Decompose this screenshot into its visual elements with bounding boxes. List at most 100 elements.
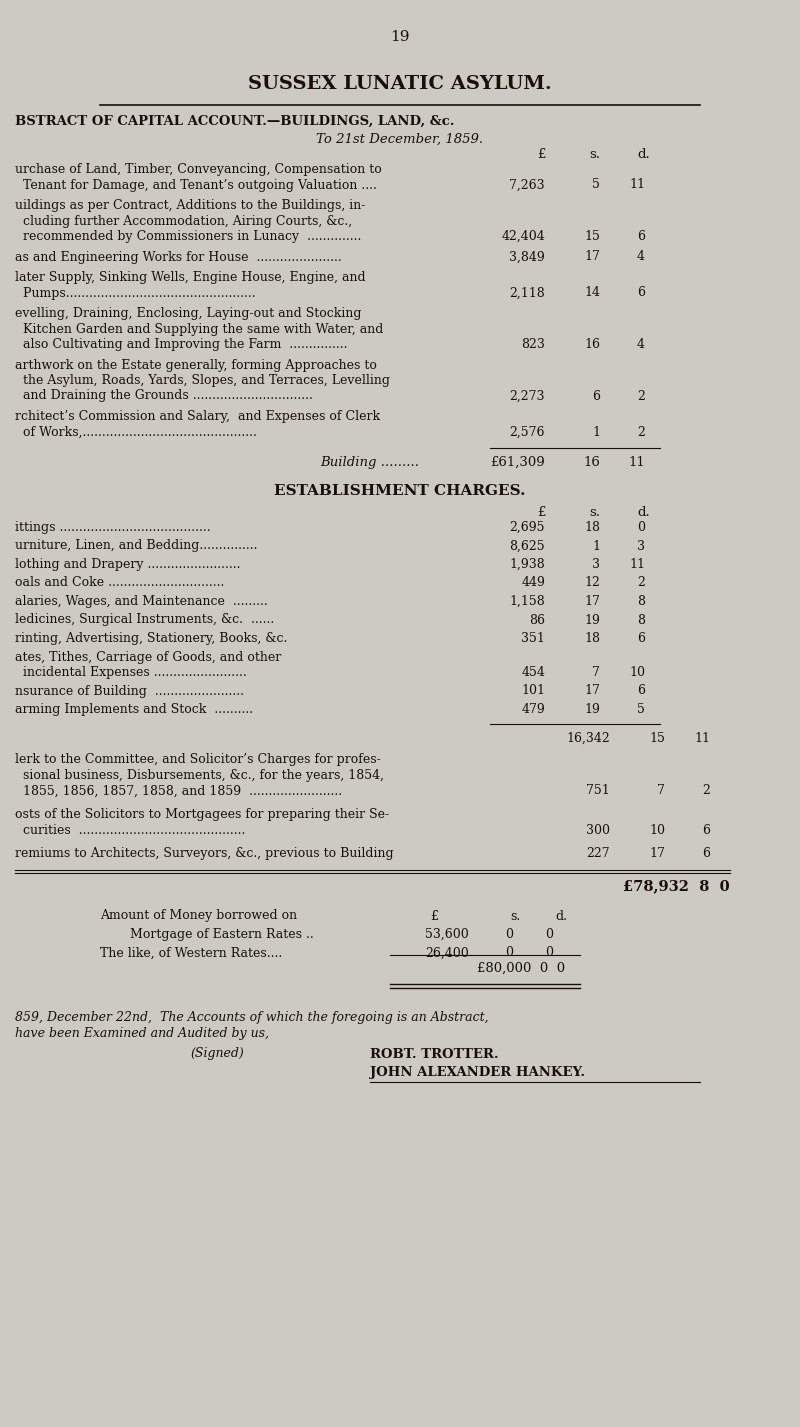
Text: d.: d.	[555, 909, 567, 922]
Text: uildings as per Contract, Additions to the Buildings, in-: uildings as per Contract, Additions to t…	[15, 198, 366, 213]
Text: 16: 16	[583, 457, 600, 469]
Text: 351: 351	[521, 632, 545, 645]
Text: 0: 0	[545, 946, 553, 959]
Text: arthwork on the Estate generally, forming Approaches to: arthwork on the Estate generally, formin…	[15, 358, 377, 371]
Text: 7: 7	[592, 666, 600, 679]
Text: 16,342: 16,342	[566, 732, 610, 745]
Text: lerk to the Committee, and Solicitor’s Charges for profes-: lerk to the Committee, and Solicitor’s C…	[15, 753, 381, 766]
Text: 2: 2	[637, 577, 645, 589]
Text: 227: 227	[586, 848, 610, 860]
Text: 6: 6	[592, 390, 600, 402]
Text: 5: 5	[592, 178, 600, 191]
Text: later Supply, Sinking Wells, Engine House, Engine, and: later Supply, Sinking Wells, Engine Hous…	[15, 271, 366, 284]
Text: 26,400: 26,400	[425, 946, 469, 959]
Text: 2: 2	[637, 390, 645, 402]
Text: 19: 19	[390, 30, 410, 44]
Text: curities  ...........................................: curities ...............................…	[15, 823, 246, 836]
Text: 12: 12	[584, 577, 600, 589]
Text: sional business, Disbursements, &c., for the years, 1854,: sional business, Disbursements, &c., for…	[15, 769, 384, 782]
Text: 6: 6	[637, 230, 645, 243]
Text: 0: 0	[637, 521, 645, 534]
Text: 11: 11	[628, 457, 645, 469]
Text: 11: 11	[694, 732, 710, 745]
Text: 3: 3	[592, 558, 600, 571]
Text: the Asylum, Roads, Yards, Slopes, and Terraces, Levelling: the Asylum, Roads, Yards, Slopes, and Te…	[15, 374, 390, 387]
Text: 8: 8	[637, 595, 645, 608]
Text: s.: s.	[510, 909, 520, 922]
Text: 17: 17	[649, 848, 665, 860]
Text: 7,263: 7,263	[510, 178, 545, 191]
Text: £: £	[537, 507, 545, 519]
Text: incidental Expenses ........................: incidental Expenses ....................…	[15, 666, 246, 679]
Text: rchitect’s Commission and Salary,  and Expenses of Clerk: rchitect’s Commission and Salary, and Ex…	[15, 410, 380, 422]
Text: JOHN ALEXANDER HANKEY.: JOHN ALEXANDER HANKEY.	[370, 1066, 585, 1079]
Text: d.: d.	[638, 507, 650, 519]
Text: 4: 4	[637, 251, 645, 264]
Text: as and Engineering Works for House  ......................: as and Engineering Works for House .....…	[15, 251, 342, 264]
Text: 0: 0	[505, 928, 513, 940]
Text: urniture, Linen, and Bedding...............: urniture, Linen, and Bedding............…	[15, 539, 258, 552]
Text: 6: 6	[637, 287, 645, 300]
Text: £: £	[537, 148, 545, 161]
Text: 17: 17	[584, 595, 600, 608]
Text: SUSSEX LUNATIC ASYLUM.: SUSSEX LUNATIC ASYLUM.	[248, 76, 552, 93]
Text: 5: 5	[637, 704, 645, 716]
Text: ROBT. TROTTER.: ROBT. TROTTER.	[370, 1047, 498, 1060]
Text: 15: 15	[584, 230, 600, 243]
Text: Kitchen Garden and Supplying the same with Water, and: Kitchen Garden and Supplying the same wi…	[15, 323, 383, 335]
Text: ledicines, Surgical Instruments, &c.  ......: ledicines, Surgical Instruments, &c. ...…	[15, 614, 274, 626]
Text: 859, December 22nd,  The Accounts of which the foregoing is an Abstract,: 859, December 22nd, The Accounts of whic…	[15, 1012, 489, 1025]
Text: 6: 6	[702, 848, 710, 860]
Text: 751: 751	[586, 785, 610, 798]
Text: 3,849: 3,849	[510, 251, 545, 264]
Text: oals and Coke ..............................: oals and Coke ..........................…	[15, 577, 224, 589]
Text: 8: 8	[637, 614, 645, 626]
Text: £78,932  8  0: £78,932 8 0	[623, 879, 730, 893]
Text: ates, Tithes, Carriage of Goods, and other: ates, Tithes, Carriage of Goods, and oth…	[15, 651, 282, 664]
Text: cluding further Accommodation, Airing Courts, &c.,: cluding further Accommodation, Airing Co…	[15, 214, 352, 227]
Text: 3: 3	[637, 539, 645, 552]
Text: 0: 0	[505, 946, 513, 959]
Text: 11: 11	[629, 178, 645, 191]
Text: 86: 86	[529, 614, 545, 626]
Text: s.: s.	[589, 507, 600, 519]
Text: (Signed): (Signed)	[190, 1047, 244, 1060]
Text: also Cultivating and Improving the Farm  ...............: also Cultivating and Improving the Farm …	[15, 338, 347, 351]
Text: 2,576: 2,576	[510, 425, 545, 438]
Text: osts of the Solicitors to Mortgagees for preparing their Se-: osts of the Solicitors to Mortgagees for…	[15, 808, 389, 821]
Text: £80,000  0  0: £80,000 0 0	[477, 962, 565, 975]
Text: Building .........: Building .........	[320, 457, 419, 469]
Text: 300: 300	[586, 823, 610, 836]
Text: 2,273: 2,273	[510, 390, 545, 402]
Text: 454: 454	[521, 666, 545, 679]
Text: 1855, 1856, 1857, 1858, and 1859  ........................: 1855, 1856, 1857, 1858, and 1859 .......…	[15, 785, 342, 798]
Text: 19: 19	[584, 614, 600, 626]
Text: £: £	[430, 909, 438, 922]
Text: evelling, Draining, Enclosing, Laying-out and Stocking: evelling, Draining, Enclosing, Laying-ou…	[15, 307, 362, 320]
Text: 1: 1	[592, 539, 600, 552]
Text: 19: 19	[584, 704, 600, 716]
Text: The like, of Western Rates....: The like, of Western Rates....	[100, 946, 282, 959]
Text: nsurance of Building  .......................: nsurance of Building ...................…	[15, 685, 244, 698]
Text: 11: 11	[629, 558, 645, 571]
Text: urchase of Land, Timber, Conveyancing, Compensation to: urchase of Land, Timber, Conveyancing, C…	[15, 163, 382, 176]
Text: 42,404: 42,404	[502, 230, 545, 243]
Text: 1,938: 1,938	[510, 558, 545, 571]
Text: To 21st December, 1859.: To 21st December, 1859.	[317, 133, 483, 146]
Text: Pumps.................................................: Pumps...................................…	[15, 287, 256, 300]
Text: 449: 449	[521, 577, 545, 589]
Text: have been Examined and Audited by us,: have been Examined and Audited by us,	[15, 1027, 269, 1040]
Text: 53,600: 53,600	[425, 928, 469, 940]
Text: recommended by Commissioners in Lunacy  ..............: recommended by Commissioners in Lunacy .…	[15, 230, 362, 243]
Text: BSTRACT OF CAPITAL ACCOUNT.—BUILDINGS, LAND, &c.: BSTRACT OF CAPITAL ACCOUNT.—BUILDINGS, L…	[15, 116, 454, 128]
Text: 10: 10	[649, 823, 665, 836]
Text: remiums to Architects, Surveyors, &c., previous to Building: remiums to Architects, Surveyors, &c., p…	[15, 848, 394, 860]
Text: s.: s.	[589, 148, 600, 161]
Text: rinting, Advertising, Stationery, Books, &c.: rinting, Advertising, Stationery, Books,…	[15, 632, 287, 645]
Text: 2,118: 2,118	[510, 287, 545, 300]
Text: 0: 0	[545, 928, 553, 940]
Text: 7: 7	[657, 785, 665, 798]
Text: Mortgage of Eastern Rates ..: Mortgage of Eastern Rates ..	[130, 928, 314, 940]
Text: 1: 1	[592, 425, 600, 438]
Text: lothing and Drapery ........................: lothing and Drapery ....................…	[15, 558, 241, 571]
